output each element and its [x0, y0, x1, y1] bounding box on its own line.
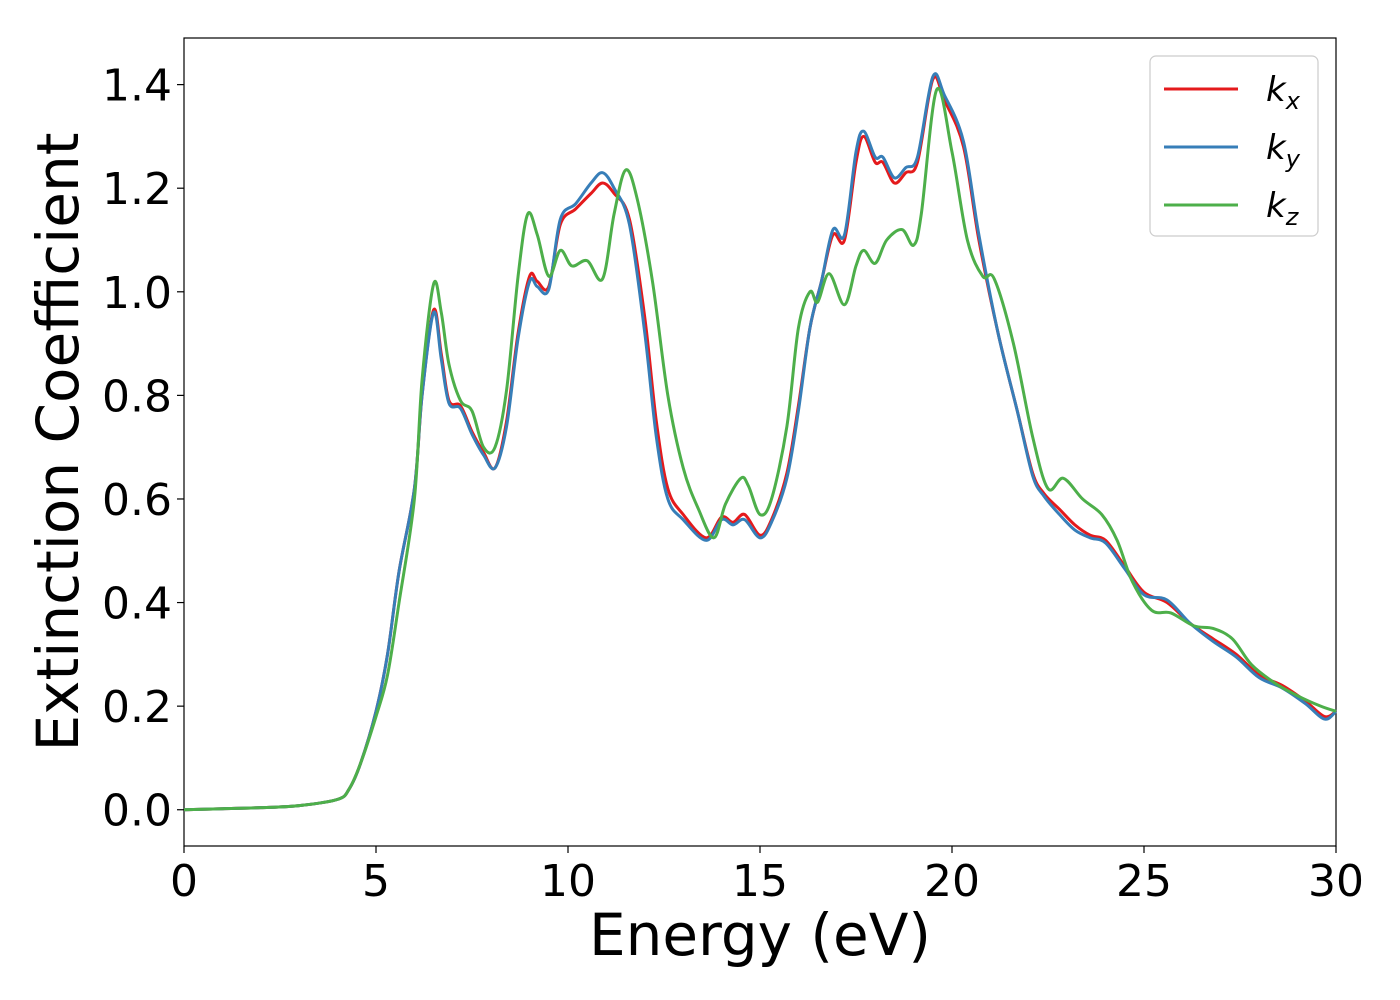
- series-lines: [183, 72, 1338, 812]
- y-tick-label: 0.8: [102, 371, 172, 422]
- legend-label-y: ky: [1266, 128, 1301, 173]
- x-tick-label: 15: [732, 856, 788, 907]
- x-tick-label: 20: [924, 856, 980, 907]
- legend: kx ky kz: [1149, 55, 1319, 237]
- x-tick-label: 0: [170, 856, 198, 907]
- x-axis-ticks: 0 5 10 15 20 25 30: [170, 846, 1364, 907]
- y-tick-label: 1.2: [102, 164, 172, 215]
- x-tick-label: 10: [540, 856, 596, 907]
- legend-label-x: kx: [1266, 70, 1301, 115]
- series-line-x: [183, 75, 1337, 812]
- y-tick-label: 0.4: [102, 579, 172, 630]
- y-tick-label: 0.0: [102, 786, 172, 837]
- y-tick-label: 1.4: [102, 61, 172, 112]
- y-tick-label: 1.0: [102, 268, 172, 319]
- series-line-y: [183, 72, 1338, 812]
- x-tick-label: 25: [1116, 856, 1172, 907]
- y-tick-label: 0.2: [102, 682, 172, 733]
- series-line-z: [183, 86, 1337, 812]
- y-tick-label: 0.6: [102, 475, 172, 526]
- y-axis-ticks: 0.0 0.2 0.4 0.6 0.8 1.0 1.2 1.4: [102, 61, 184, 837]
- x-axis-label: Energy (eV): [589, 901, 931, 969]
- x-tick-label: 30: [1308, 856, 1364, 907]
- legend-label-z: kz: [1266, 186, 1300, 231]
- y-axis-label: Extinction Coefficient: [24, 133, 92, 752]
- x-tick-label: 5: [362, 856, 390, 907]
